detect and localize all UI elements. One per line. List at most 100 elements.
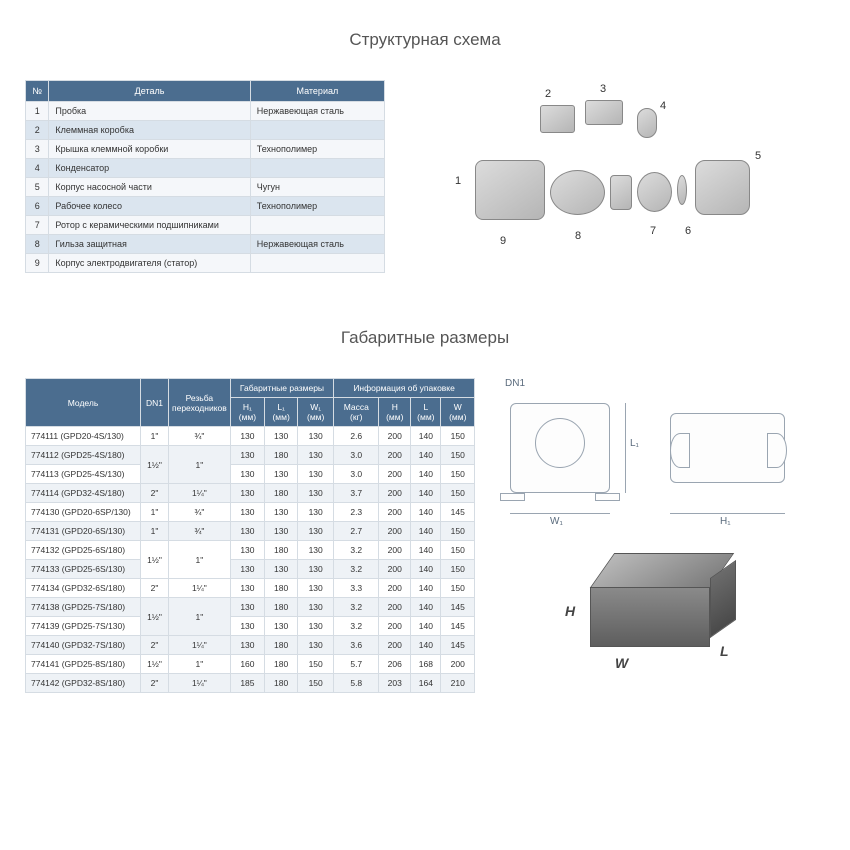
parts-cell-num: 6 — [26, 197, 49, 216]
dim-cell-h1: 130 — [230, 446, 264, 465]
parts-cell-num: 7 — [26, 216, 49, 235]
dim-cell-model: 774111 (GPD20-4S/130) — [26, 427, 141, 446]
dim-row: 774112 (GPD25-4S/180)1½"1"1301801303.020… — [26, 446, 475, 465]
dim-cell-l1: 180 — [265, 541, 298, 560]
dim-cell-dn: 1" — [141, 503, 169, 522]
dim-cell-mass: 2.6 — [334, 427, 379, 446]
pump-label-w1: W₁ — [550, 516, 563, 527]
dim-cell-model: 774130 (GPD20-6SP/130) — [26, 503, 141, 522]
dim-cell-H: 200 — [379, 446, 411, 465]
dim-cell-mass: 3.6 — [334, 636, 379, 655]
dim-cell-H: 200 — [379, 579, 411, 598]
parts-cell-detail: Рабочее колесо — [49, 197, 250, 216]
dim-cell-model: 774138 (GPD25-7S/180) — [26, 598, 141, 617]
dim-cell-H: 200 — [379, 560, 411, 579]
dim-cell-W: 210 — [441, 674, 475, 693]
dim-cell-l1: 180 — [265, 484, 298, 503]
dim-cell-L: 140 — [411, 427, 441, 446]
dim-cell-mass: 3.2 — [334, 541, 379, 560]
dim-cell-mass: 3.0 — [334, 446, 379, 465]
parts-col-material: Материал — [250, 81, 384, 102]
dim-cell-h1: 185 — [230, 674, 264, 693]
dim-cell-L: 140 — [411, 598, 441, 617]
dim-col-pack: Информация об упаковке — [334, 379, 475, 398]
dim-cell-model: 774131 (GPD20-6S/130) — [26, 522, 141, 541]
dim-cell-W: 150 — [441, 465, 475, 484]
dim-cell-h1: 130 — [230, 503, 264, 522]
dim-cell-l1: 180 — [265, 636, 298, 655]
exploded-diagram: 1 2 3 4 5 6 7 8 9 — [405, 80, 825, 260]
dim-cell-thread: 1" — [169, 655, 231, 674]
parts-cell-num: 2 — [26, 121, 49, 140]
dim-cell-H: 200 — [379, 636, 411, 655]
dim-cell-thread: ¾" — [169, 503, 231, 522]
dim-row: 774113 (GPD25-4S/130)1301301303.02001401… — [26, 465, 475, 484]
dim-cell-H: 200 — [379, 541, 411, 560]
dim-cell-w1: 150 — [298, 655, 334, 674]
box-label-h: H — [565, 603, 575, 619]
dim-cell-W: 150 — [441, 541, 475, 560]
parts-row: 1ПробкаНержавеющая сталь — [26, 102, 385, 121]
dim-row: 774142 (GPD32-8S/180)2"1¼"1851801505.820… — [26, 674, 475, 693]
dim-row: 774111 (GPD20-4S/130)1"¾"1301301302.6200… — [26, 427, 475, 446]
dim-cell-H: 200 — [379, 484, 411, 503]
parts-row: 3Крышка клеммной коробкиТехнополимер — [26, 140, 385, 159]
dim-cell-mass: 5.7 — [334, 655, 379, 674]
dim-sub-W: W (мм) — [441, 398, 475, 427]
dim-cell-W: 145 — [441, 636, 475, 655]
dim-cell-W: 145 — [441, 617, 475, 636]
dim-cell-w1: 130 — [298, 503, 334, 522]
dim-cell-L: 140 — [411, 484, 441, 503]
dim-cell-h1: 130 — [230, 636, 264, 655]
pump-label-l1: L₁ — [630, 438, 639, 449]
dim-cell-dn: 1½" — [141, 655, 169, 674]
dim-cell-L: 140 — [411, 636, 441, 655]
dim-cell-H: 200 — [379, 503, 411, 522]
pump-drawings: DN1 W₁ L₁ H₁ H W L — [495, 378, 825, 693]
dim-cell-w1: 130 — [298, 579, 334, 598]
parts-cell-detail: Гильза защитная — [49, 235, 250, 254]
dim-cell-mass: 3.0 — [334, 465, 379, 484]
dim-cell-L: 140 — [411, 617, 441, 636]
dim-cell-l1: 130 — [265, 617, 298, 636]
dim-sub-L: L (мм) — [411, 398, 441, 427]
dim-cell-w1: 130 — [298, 636, 334, 655]
exploded-label-8: 8 — [575, 230, 581, 242]
parts-row: 8Гильза защитнаяНержавеющая сталь — [26, 235, 385, 254]
parts-cell-material — [250, 159, 384, 178]
parts-cell-num: 1 — [26, 102, 49, 121]
dim-cell-dn: 2" — [141, 484, 169, 503]
structure-title: Структурная схема — [25, 30, 825, 50]
dim-cell-L: 140 — [411, 541, 441, 560]
box-label-l: L — [720, 643, 729, 659]
exploded-label-5: 5 — [755, 150, 761, 162]
exploded-label-2: 2 — [545, 88, 551, 100]
dim-cell-l1: 130 — [265, 522, 298, 541]
dim-cell-L: 140 — [411, 560, 441, 579]
dim-cell-H: 206 — [379, 655, 411, 674]
dim-cell-H: 200 — [379, 617, 411, 636]
parts-cell-material — [250, 216, 384, 235]
dim-cell-l1: 130 — [265, 427, 298, 446]
dim-cell-dn: 1" — [141, 522, 169, 541]
dim-col-gabarit: Габаритные размеры — [230, 379, 333, 398]
parts-cell-material: Технополимер — [250, 140, 384, 159]
dim-cell-L: 140 — [411, 446, 441, 465]
dim-row: 774138 (GPD25-7S/180)1½"1"1301801303.220… — [26, 598, 475, 617]
dim-row: 774133 (GPD25-6S/130)1301301303.22001401… — [26, 560, 475, 579]
parts-cell-num: 9 — [26, 254, 49, 273]
dim-cell-thread: 1¼" — [169, 674, 231, 693]
dim-cell-w1: 130 — [298, 598, 334, 617]
dim-cell-thread: 1¼" — [169, 579, 231, 598]
exploded-label-6: 6 — [685, 225, 691, 237]
parts-cell-material: Нержавеющая сталь — [250, 102, 384, 121]
parts-cell-num: 3 — [26, 140, 49, 159]
dim-row: 774132 (GPD25-6S/180)1½"1"1301801303.220… — [26, 541, 475, 560]
dim-cell-model: 774141 (GPD25-8S/180) — [26, 655, 141, 674]
dim-row: 774141 (GPD25-8S/180)1½"1"1601801505.720… — [26, 655, 475, 674]
dim-row: 774140 (GPD32-7S/180)2"1¼"1301801303.620… — [26, 636, 475, 655]
dim-cell-thread: 1" — [169, 598, 231, 636]
parts-table: № Деталь Материал 1ПробкаНержавеющая ста… — [25, 80, 385, 273]
dim-cell-mass: 3.7 — [334, 484, 379, 503]
dim-cell-mass: 2.7 — [334, 522, 379, 541]
